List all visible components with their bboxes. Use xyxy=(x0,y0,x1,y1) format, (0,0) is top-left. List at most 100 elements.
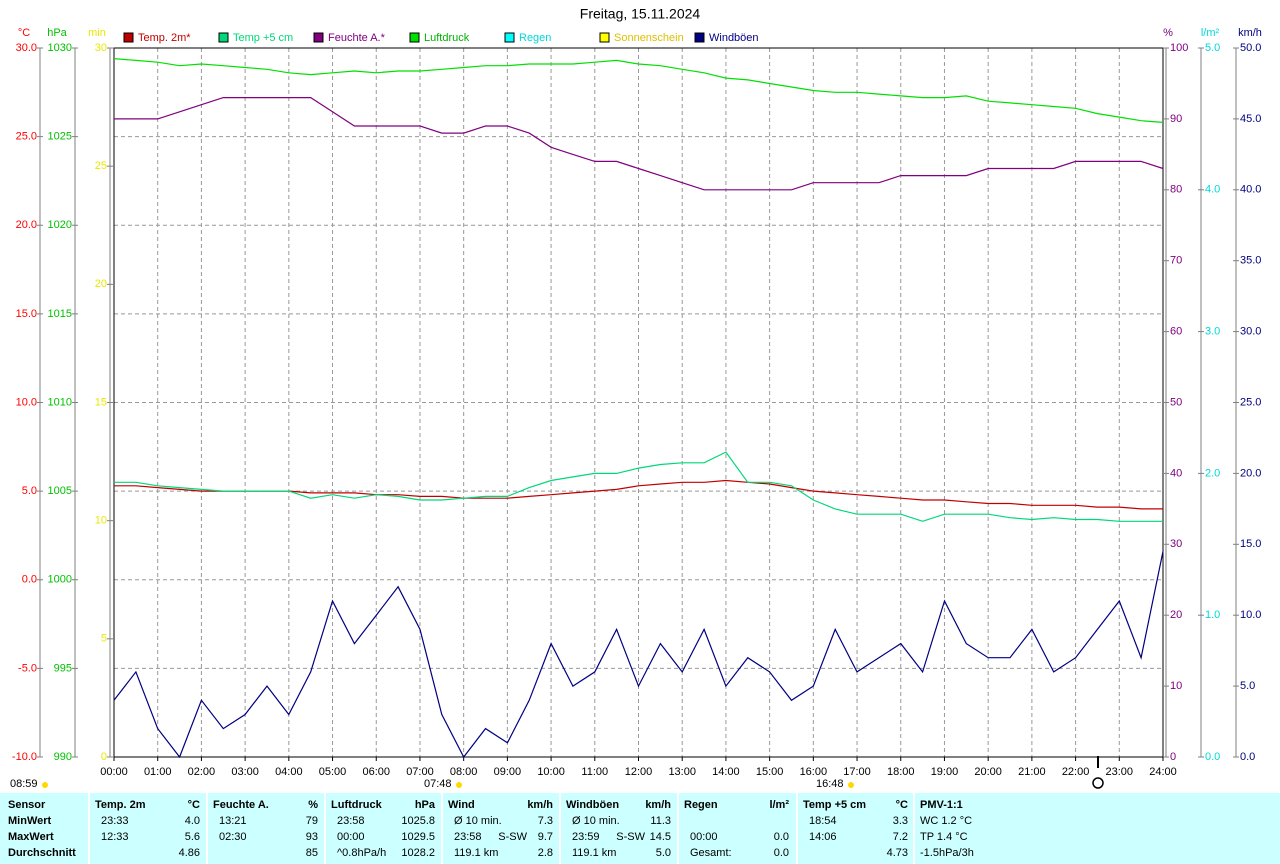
table-cell: 23:33 xyxy=(101,815,129,827)
axis-unit: °C xyxy=(18,27,30,39)
axis-unit: l/m² xyxy=(1201,27,1220,39)
table-cell: 0.0 xyxy=(774,831,789,843)
table-cell: 7.3 xyxy=(538,815,553,827)
sun-marker-label: 07:48 xyxy=(424,778,452,790)
axis-tick-label: 20 xyxy=(1170,609,1182,621)
table-cell: Gesamt: xyxy=(690,847,732,859)
axis-tick-label: 10.0 xyxy=(1240,609,1261,621)
axis-tick-label: 80 xyxy=(1170,184,1182,196)
x-tick-label: 14:00 xyxy=(712,766,740,778)
table-cell: 3.3 xyxy=(893,815,908,827)
x-tick-label: 03:00 xyxy=(231,766,259,778)
axis-tick-label: 1.0 xyxy=(1205,609,1220,621)
table-cell: 0.0 xyxy=(774,847,789,859)
table-cell: 13:21 xyxy=(219,815,247,827)
x-tick-label: 13:00 xyxy=(668,766,696,778)
axis-tick-label: 100 xyxy=(1170,42,1188,54)
table-cell: 1028.2 xyxy=(401,847,435,859)
legend-label: Temp +5 cm xyxy=(233,32,293,44)
x-tick-label: 24:00 xyxy=(1149,766,1177,778)
chart-title: Freitag, 15.11.2024 xyxy=(580,6,701,22)
table-header: % xyxy=(308,799,318,811)
table-header: km/h xyxy=(527,799,553,811)
legend-swatch xyxy=(599,32,610,43)
table-cell: WC 1.2 °C xyxy=(920,815,972,827)
table-cell: 00:00 xyxy=(337,831,365,843)
table-cell: Durchschnitt xyxy=(8,847,76,859)
x-tick-label: 06:00 xyxy=(362,766,390,778)
table-cell: TP 1.4 °C xyxy=(920,831,968,843)
x-tick-label: 00:00 xyxy=(100,766,128,778)
axis-tick-label: 1020 xyxy=(48,219,72,231)
sun-icon xyxy=(848,782,854,788)
table-header: km/h xyxy=(645,799,671,811)
axis-tick-label: 30.0 xyxy=(16,42,37,54)
axis-tick-label: 0.0 xyxy=(1205,751,1220,763)
axis-tick-label: 30 xyxy=(95,42,107,54)
axis-unit: hPa xyxy=(47,27,67,39)
axis-tick-label: 45.0 xyxy=(1240,113,1261,125)
axis-tick-label: 30 xyxy=(1170,538,1182,550)
table-cell: 9.7 xyxy=(538,831,553,843)
sun-marker-label: 16:48 xyxy=(816,778,844,790)
table-header: PMV-1:1 xyxy=(920,799,963,811)
table-cell: 11.3 xyxy=(650,815,671,827)
legend-label: Sonnenschein xyxy=(614,32,684,44)
legend-label: Temp. 2m* xyxy=(138,32,191,44)
axis-tick-label: 90 xyxy=(1170,113,1182,125)
x-tick-label: 22:00 xyxy=(1062,766,1090,778)
axis-tick-label: 25.0 xyxy=(1240,396,1261,408)
axis-unit: min xyxy=(88,27,106,39)
axis-tick-label: 0.0 xyxy=(22,574,37,586)
axis-tick-label: 10 xyxy=(95,515,107,527)
table-cell: 5.0 xyxy=(656,847,671,859)
axis-tick-label: 0 xyxy=(1170,751,1176,763)
table-cell: 02:30 xyxy=(219,831,247,843)
table-header: Wind xyxy=(448,799,475,811)
time-marker-circle xyxy=(1092,777,1104,789)
axis-tick-label: 4.0 xyxy=(1205,184,1220,196)
axis-tick-label: 15.0 xyxy=(16,308,37,320)
axis-tick-label: 35.0 xyxy=(1240,255,1261,267)
axis-tick-label: 3.0 xyxy=(1205,326,1220,338)
axis-tick-label: 60 xyxy=(1170,326,1182,338)
table-cell: 7.2 xyxy=(893,831,908,843)
table-header: Temp. 2m xyxy=(95,799,146,811)
table-cell: MaxWert xyxy=(8,831,54,843)
legend-swatch xyxy=(409,32,420,43)
axis-tick-label: 20.0 xyxy=(1240,467,1261,479)
axis-tick-label: 1000 xyxy=(48,574,72,586)
x-tick-label: 08:00 xyxy=(450,766,478,778)
x-tick-label: 09:00 xyxy=(494,766,522,778)
axis-tick-label: 5 xyxy=(101,633,107,645)
x-tick-label: 21:00 xyxy=(1018,766,1046,778)
x-tick-label: 05:00 xyxy=(319,766,347,778)
table-header: Feuchte A. xyxy=(213,799,269,811)
table-cell: 93 xyxy=(306,831,318,843)
axis-tick-label: 10.0 xyxy=(16,396,37,408)
axis-unit: km/h xyxy=(1238,27,1262,39)
table-header: Windböen xyxy=(566,799,619,811)
series-line xyxy=(114,451,1163,522)
table-header: °C xyxy=(188,799,200,811)
axis-tick-label: 70 xyxy=(1170,255,1182,267)
axis-tick-label: 15.0 xyxy=(1240,538,1261,550)
x-tick-label: 20:00 xyxy=(974,766,1002,778)
x-tick-label: 07:00 xyxy=(406,766,434,778)
sun-icon xyxy=(456,782,462,788)
table-header: Sensor xyxy=(8,799,46,811)
axis-tick-label: 5.0 xyxy=(1240,680,1255,692)
legend-swatch xyxy=(504,32,515,43)
axis-tick-label: 50 xyxy=(1170,396,1182,408)
table-cell: 23:58 xyxy=(454,831,482,843)
table-header: Temp +5 cm xyxy=(803,799,866,811)
x-tick-label: 02:00 xyxy=(188,766,216,778)
x-tick-label: 10:00 xyxy=(537,766,565,778)
x-tick-label: 01:00 xyxy=(144,766,172,778)
axis-tick-label: 1025 xyxy=(48,131,72,143)
axis-tick-label: 1015 xyxy=(48,308,72,320)
table-cell: S-SW xyxy=(498,831,527,843)
table-background xyxy=(0,793,1280,864)
x-tick-label: 12:00 xyxy=(625,766,653,778)
table-cell: 4.86 xyxy=(179,847,200,859)
